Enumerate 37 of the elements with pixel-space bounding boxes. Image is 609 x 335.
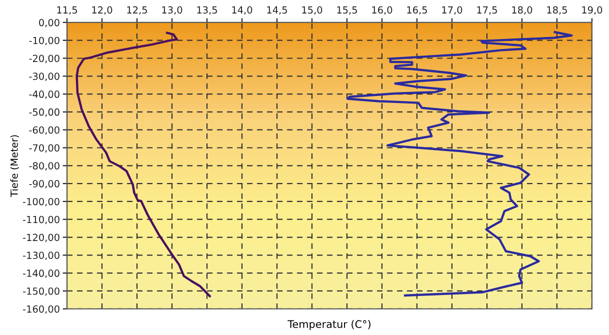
y-tick-label: 0,00 xyxy=(39,18,60,28)
y-tick-label: -80,00 xyxy=(29,162,60,170)
x-tick-label: 16,0 xyxy=(372,6,392,15)
y-tick-label: -90,00 xyxy=(29,180,60,188)
x-tick-label: 15,5 xyxy=(337,6,357,15)
x-axis-title: Temperatur (C°) xyxy=(288,320,370,330)
y-tick-label: -60,00 xyxy=(29,126,60,135)
y-tick-label: -70,00 xyxy=(29,144,60,153)
x-tick-label: 17,0 xyxy=(442,6,462,15)
x-tick-label: 17,5 xyxy=(477,6,497,15)
x-tick-label: 16,5 xyxy=(407,6,427,15)
x-tick-label: 18,0 xyxy=(512,6,532,15)
y-tick-label: -100,00 xyxy=(22,198,60,206)
x-tick-label: 12,5 xyxy=(127,6,147,15)
x-tick-label: 13,5 xyxy=(197,6,217,15)
y-tick-label: -10,00 xyxy=(29,36,60,46)
y-tick-label: -130,00 xyxy=(22,252,60,260)
y-tick-label: -20,00 xyxy=(29,54,60,64)
x-tick-label: 18,5 xyxy=(547,6,567,15)
x-tick-label: 13,0 xyxy=(162,6,182,15)
y-axis-title: Tiefe (Meter) xyxy=(10,135,19,197)
y-tick-label: -110,00 xyxy=(22,216,60,224)
y-tick-label: -150,00 xyxy=(22,287,60,296)
y-tick-label: -50,00 xyxy=(29,108,60,117)
x-tick-label: 19,0 xyxy=(582,6,602,15)
x-tick-label: 14,0 xyxy=(232,6,252,15)
y-tick-label: -160,00 xyxy=(22,305,60,314)
x-tick-label: 15,0 xyxy=(302,6,322,15)
x-tick-label: 12,0 xyxy=(92,6,112,15)
y-tick-label: -140,00 xyxy=(22,270,60,278)
x-tick-label: 11,5 xyxy=(57,6,77,15)
x-tick-label: 14,5 xyxy=(267,6,287,15)
y-tick-label: -120,00 xyxy=(22,234,60,242)
y-tick-label: -40,00 xyxy=(29,90,60,99)
y-tick-label: -30,00 xyxy=(29,72,60,81)
line-series xyxy=(76,32,211,298)
line-series xyxy=(346,31,573,297)
